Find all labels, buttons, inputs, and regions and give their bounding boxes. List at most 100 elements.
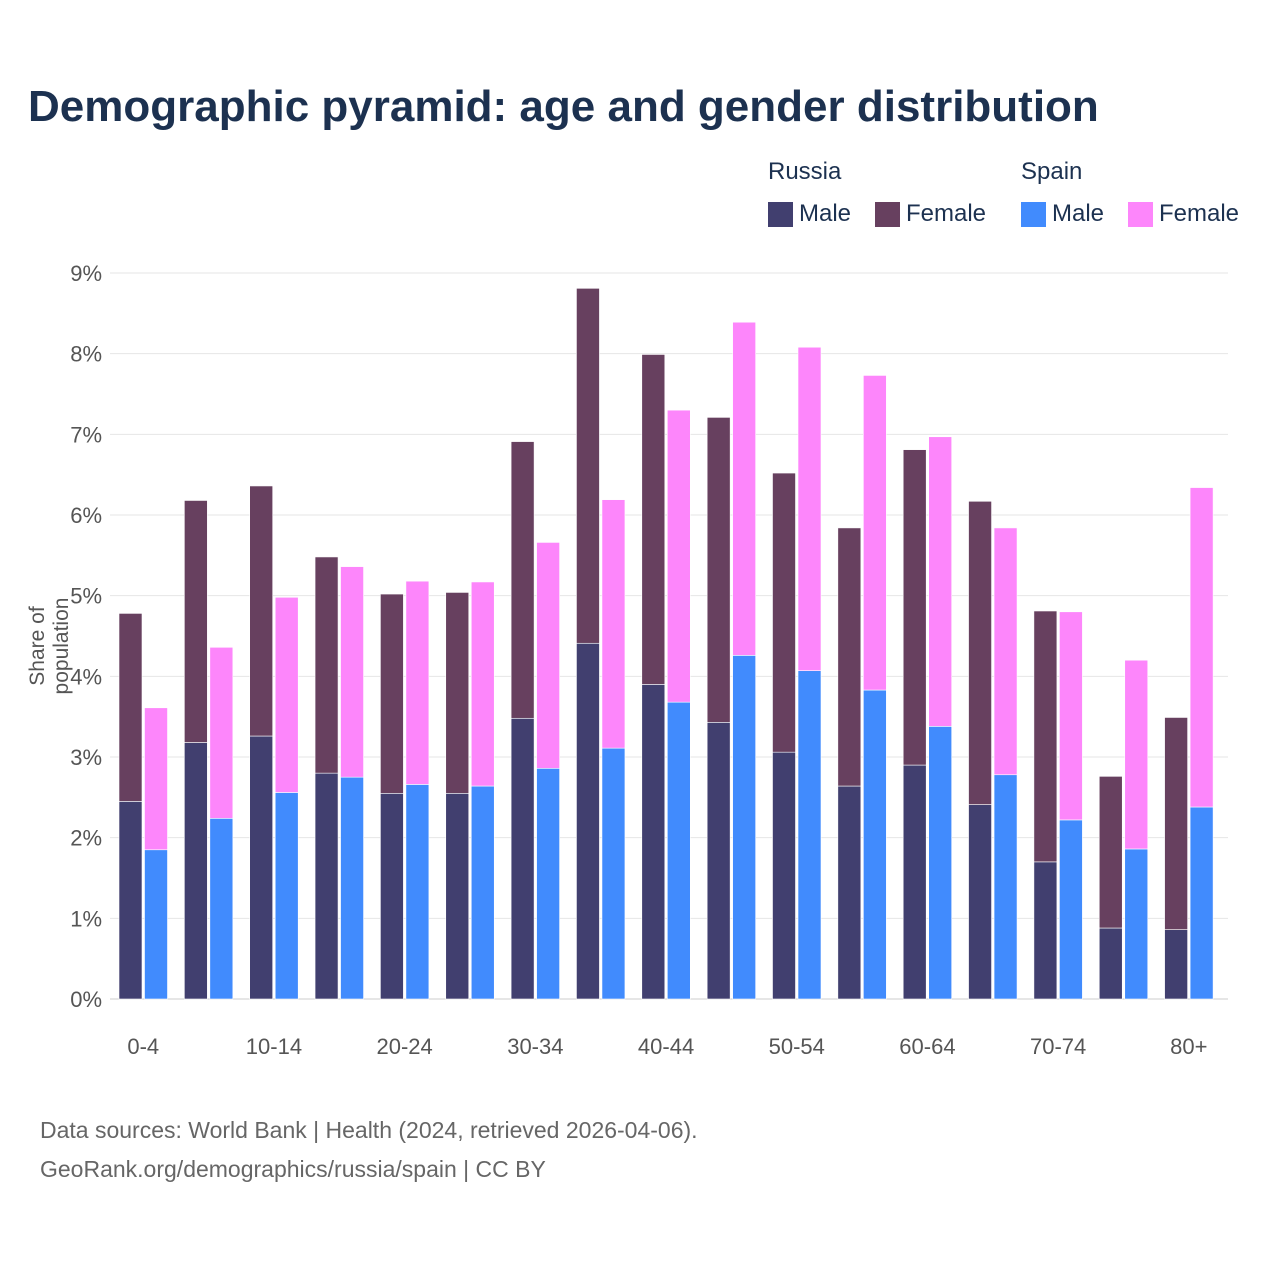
bar-russia-female-20-24 xyxy=(380,593,404,794)
bar-russia-male-65-69 xyxy=(968,804,992,1000)
bar-russia-male-25-29 xyxy=(445,792,470,1000)
bar-spain-male-80+ xyxy=(1189,806,1214,1000)
bar-russia-female-35-39 xyxy=(576,288,600,644)
bar-spain-male-55-59 xyxy=(863,689,887,1000)
bar-russia-male-15-19 xyxy=(314,772,339,1000)
bar-spain-female-45-49 xyxy=(732,321,756,656)
source-link[interactable]: GeoRank.org/demographics/russia/spain | … xyxy=(40,1156,546,1182)
legend-swatch xyxy=(768,201,793,227)
bar-russia-male-40-44 xyxy=(641,684,666,1000)
legend-label: Female xyxy=(906,200,987,227)
y-tick-label: 2% xyxy=(70,826,102,851)
bar-russia-male-0-4 xyxy=(118,801,143,1000)
bar-spain-male-50-54 xyxy=(797,670,822,1000)
bar-spain-male-30-34 xyxy=(536,767,560,1000)
x-tick-label: 40-44 xyxy=(638,1034,694,1059)
bar-spain-female-65-69 xyxy=(993,527,1018,776)
bar-spain-female-55-59 xyxy=(863,375,887,691)
bar-russia-male-20-24 xyxy=(380,792,404,1000)
bar-spain-female-10-14 xyxy=(274,596,299,793)
bar-russia-female-25-29 xyxy=(445,592,470,794)
bar-russia-female-10-14 xyxy=(249,485,273,737)
bar-spain-male-65-69 xyxy=(993,774,1018,1000)
legend-group-russia: Russia xyxy=(768,158,842,185)
legend-russia-female: Female xyxy=(875,200,986,228)
legend-swatch xyxy=(1021,201,1046,227)
bar-russia-male-80+ xyxy=(1164,929,1188,1000)
source-text: Data sources: World Bank | Health (2024,… xyxy=(40,1117,698,1143)
legend-swatch xyxy=(875,201,900,227)
bar-spain-male-45-49 xyxy=(732,655,756,1000)
bar-spain-female-0-4 xyxy=(144,707,168,851)
bar-spain-female-50-54 xyxy=(797,346,822,671)
bar-russia-male-55-59 xyxy=(837,785,862,1000)
legend-label: Male xyxy=(1052,200,1105,227)
legend-russia-male: Male xyxy=(768,200,851,228)
y-tick-label: 5% xyxy=(70,584,102,609)
legend-spain-male: Male xyxy=(1021,200,1104,228)
bar-spain-male-15-19 xyxy=(340,776,364,1000)
bar-russia-female-45-49 xyxy=(706,417,731,723)
y-tick-label: 6% xyxy=(70,503,102,528)
bar-spain-male-35-39 xyxy=(601,747,626,1000)
legend-label: Female xyxy=(1159,200,1240,227)
bar-russia-male-50-54 xyxy=(772,751,796,1000)
bar-spain-male-70-74 xyxy=(1059,819,1083,1000)
legend-group-spain: Spain xyxy=(1021,158,1083,185)
bar-russia-female-15-19 xyxy=(314,556,339,774)
bar-spain-male-5-9 xyxy=(209,818,234,1000)
y-tick-label: 0% xyxy=(70,987,102,1012)
bar-spain-female-15-19 xyxy=(340,566,364,778)
legend-spain-female: Female xyxy=(1128,200,1239,228)
y-tick-label: 3% xyxy=(70,745,102,770)
bar-spain-female-25-29 xyxy=(470,581,495,787)
bar-russia-female-70-74 xyxy=(1033,610,1058,863)
bar-spain-male-60-64 xyxy=(928,726,953,1000)
bar-russia-female-65-69 xyxy=(968,500,992,805)
bar-spain-male-40-44 xyxy=(666,701,691,1000)
legend-swatch xyxy=(1128,201,1153,227)
x-tick-label: 10-14 xyxy=(246,1034,302,1059)
bar-spain-female-80+ xyxy=(1189,487,1214,808)
x-tick-label: 80+ xyxy=(1170,1034,1207,1059)
y-tick-label: 4% xyxy=(70,664,102,689)
bar-russia-female-75-79 xyxy=(1098,776,1123,929)
x-tick-label: 20-24 xyxy=(377,1034,433,1059)
bar-russia-male-75-79 xyxy=(1098,927,1123,1000)
x-tick-label: 70-74 xyxy=(1030,1034,1086,1059)
bar-spain-female-5-9 xyxy=(209,646,234,819)
bar-russia-male-45-49 xyxy=(706,722,731,1000)
bar-russia-female-40-44 xyxy=(641,354,666,685)
x-tick-label: 50-54 xyxy=(769,1034,825,1059)
x-tick-label: 30-34 xyxy=(507,1034,563,1059)
bar-russia-male-35-39 xyxy=(576,642,600,1000)
bar-russia-female-0-4 xyxy=(118,613,143,802)
bar-russia-male-5-9 xyxy=(184,742,208,1000)
x-tick-label: 60-64 xyxy=(899,1034,955,1059)
bar-russia-male-10-14 xyxy=(249,735,273,1000)
y-tick-label: 8% xyxy=(70,342,102,367)
bar-spain-female-30-34 xyxy=(536,542,560,769)
bar-spain-male-0-4 xyxy=(144,849,168,1000)
chart-title: Demographic pyramid: age and gender dist… xyxy=(28,82,1099,131)
bar-spain-female-20-24 xyxy=(405,580,430,785)
bar-russia-male-60-64 xyxy=(902,764,927,1000)
bar-spain-male-25-29 xyxy=(470,785,495,1000)
bar-spain-female-35-39 xyxy=(601,499,626,749)
bar-spain-male-20-24 xyxy=(405,784,430,1000)
bar-russia-female-30-34 xyxy=(510,441,535,719)
y-tick-label: 9% xyxy=(70,261,102,286)
bar-spain-male-75-79 xyxy=(1124,848,1149,1000)
bar-spain-female-70-74 xyxy=(1059,611,1083,821)
y-tick-label: 7% xyxy=(70,422,102,447)
bar-russia-female-50-54 xyxy=(772,472,796,753)
bar-russia-male-30-34 xyxy=(510,717,535,1000)
bar-spain-male-10-14 xyxy=(274,792,299,1000)
bar-spain-female-40-44 xyxy=(666,409,691,703)
y-tick-label: 1% xyxy=(70,906,102,931)
bar-spain-female-75-79 xyxy=(1124,659,1149,850)
bar-spain-female-60-64 xyxy=(928,436,953,727)
x-tick-label: 0-4 xyxy=(127,1034,159,1059)
